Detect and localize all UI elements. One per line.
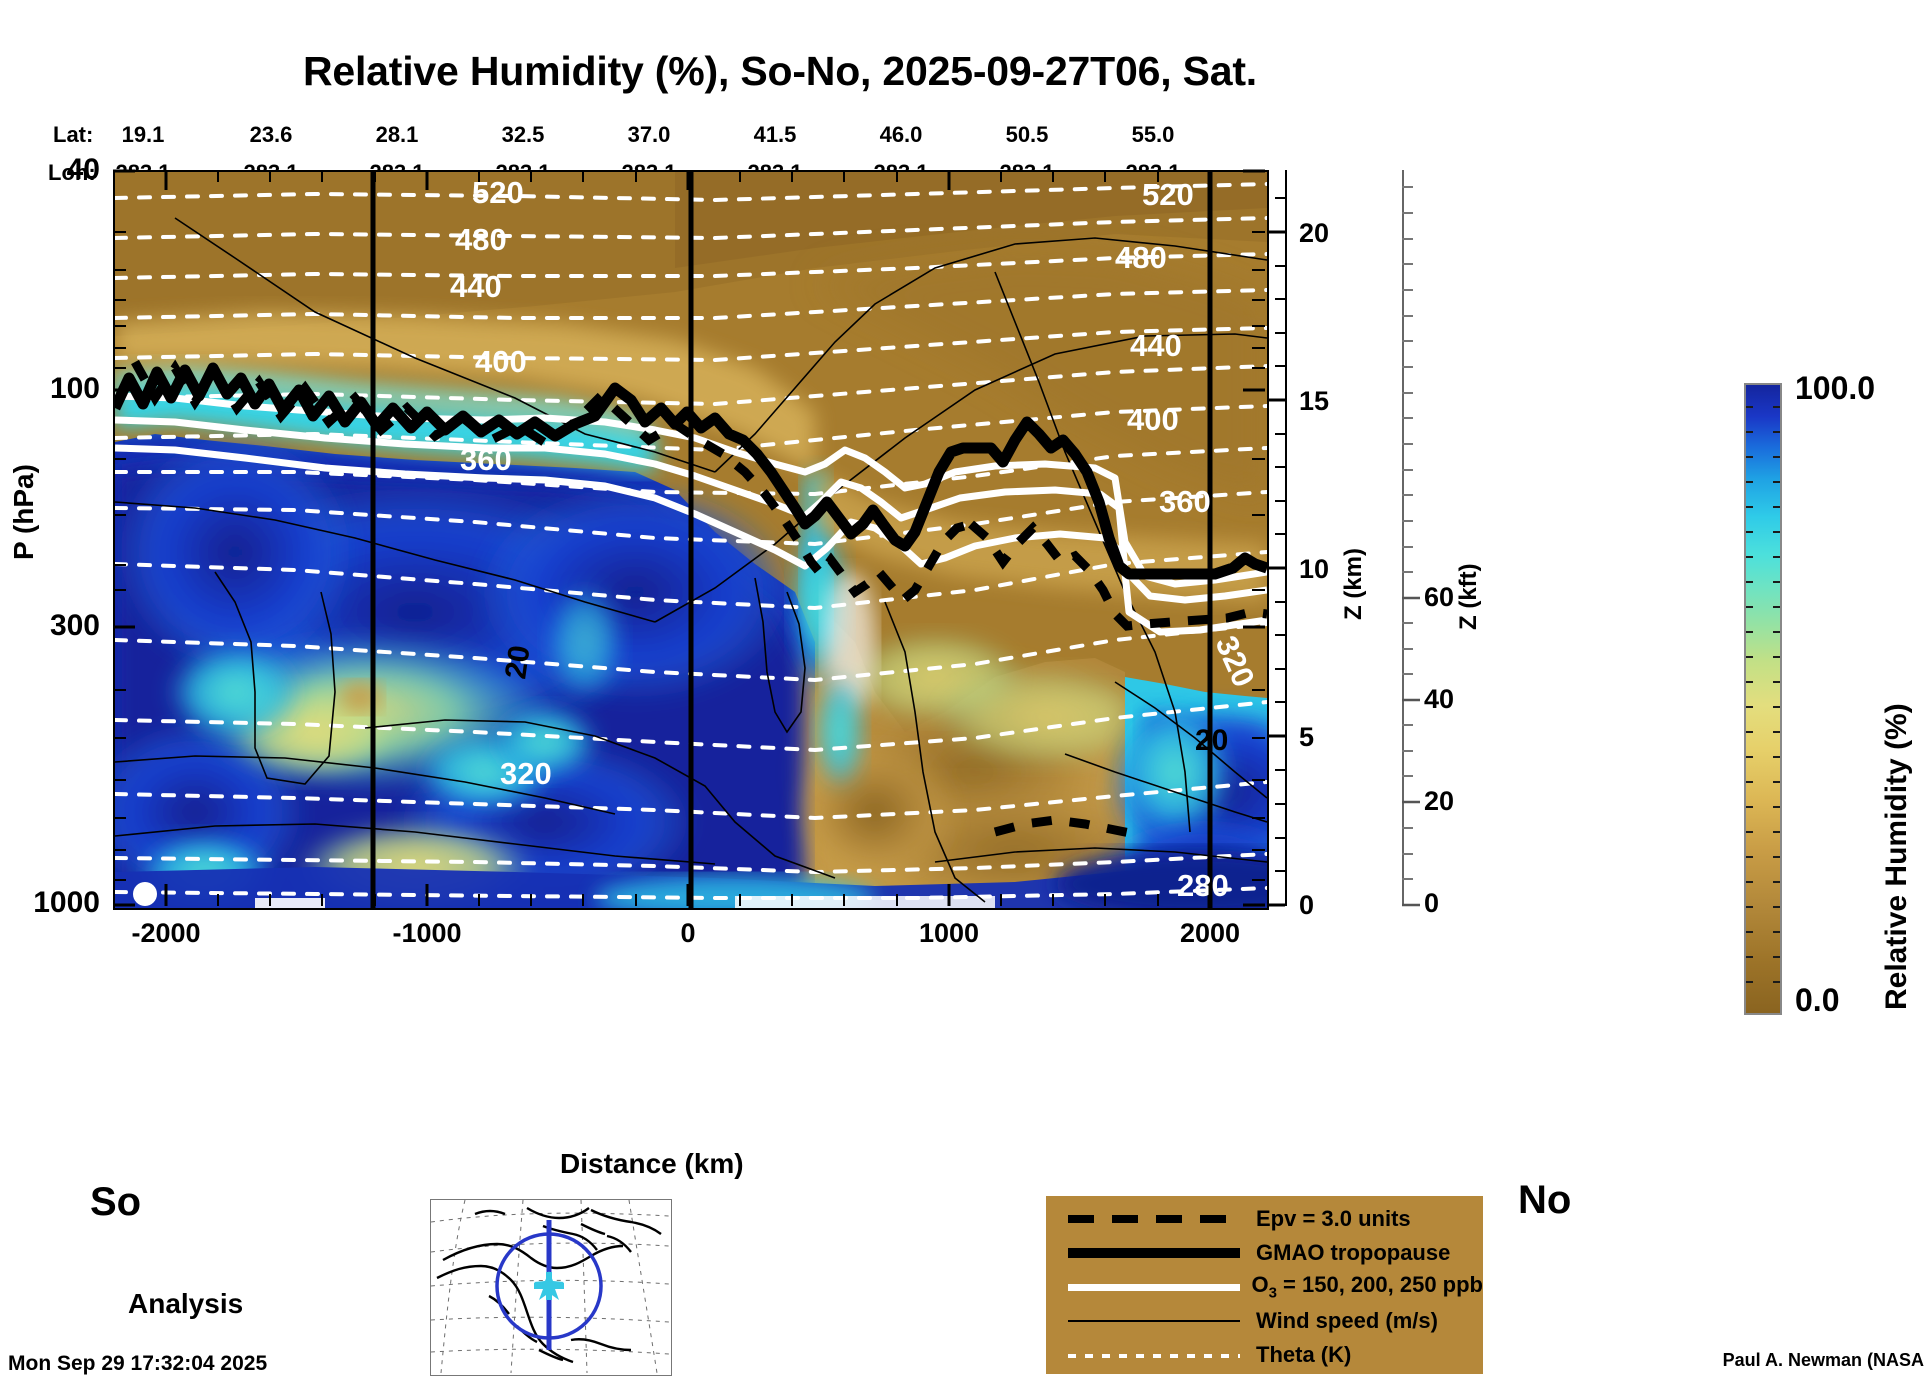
lat-value: 41.5 — [753, 122, 797, 147]
y-tick-label: 40 — [66, 153, 100, 186]
lat-value: 50.5 — [1005, 122, 1049, 147]
svg-text:520: 520 — [472, 175, 524, 210]
wind-speed-contours — [115, 217, 1267, 903]
z-km-ticks — [1267, 170, 1309, 907]
z-kft-tick-label: 40 — [1424, 684, 1455, 714]
thick-black-line-icon — [1046, 1236, 1256, 1270]
svg-text:20: 20 — [1195, 724, 1228, 757]
colorbar-title: Relative Humidity (%) — [1880, 703, 1913, 1010]
svg-text:480: 480 — [455, 222, 507, 257]
colorbar-min-label: 0.0 — [1795, 982, 1840, 1018]
map-center-marker — [534, 1271, 564, 1300]
legend-label-post: = 150, 200, 250 ppb — [1276, 1272, 1483, 1298]
svg-text:440: 440 — [1130, 328, 1182, 363]
svg-text:400: 400 — [1127, 402, 1179, 437]
inset-map-graphic — [431, 1200, 669, 1373]
lat-row-key: Lat: — [53, 122, 94, 147]
z-km-tick-label: 0 — [1299, 890, 1315, 920]
page-title: Relative Humidity (%), So-No, 2025-09-27… — [302, 48, 1257, 94]
white-line-icon — [1046, 1270, 1251, 1304]
lat-value: 55.0 — [1131, 122, 1175, 147]
legend-label: O3 = 150, 200, 250 ppb — [1251, 1272, 1483, 1301]
x-tick-label: 1000 — [918, 918, 980, 948]
svg-text:360: 360 — [1159, 484, 1211, 519]
x-tick-label: -1000 — [392, 918, 462, 948]
inset-locator-map[interactable] — [430, 1199, 672, 1376]
lat-value: 28.1 — [375, 122, 419, 147]
lat-value: 23.6 — [249, 122, 293, 147]
colorbar[interactable] — [1744, 383, 1782, 1015]
theta-label: 520 480 440 400 360 320 520 480 440 400 … — [450, 175, 1229, 903]
south-endpoint-label: So — [90, 1180, 142, 1224]
svg-text:20: 20 — [499, 643, 536, 681]
z-kft-axis-title: Z (kft) — [1455, 563, 1482, 630]
z-km-tick-label: 5 — [1299, 722, 1315, 752]
z-kft-ticks — [1402, 170, 1426, 907]
svg-text:280: 280 — [1177, 868, 1229, 903]
svg-text:400: 400 — [475, 344, 527, 379]
legend-label: Theta (K) — [1256, 1342, 1352, 1367]
legend-label: GMAO tropopause — [1256, 1240, 1451, 1265]
legend-item-tropopause: GMAO tropopause — [1046, 1236, 1483, 1270]
lat-value: 46.0 — [879, 122, 923, 147]
legend-label: Wind speed (m/s) — [1256, 1308, 1438, 1333]
z-km-axis-line — [1285, 170, 1287, 906]
timestamp-label: Mon Sep 29 17:32:04 2025 — [8, 1352, 268, 1375]
lat-value: 37.0 — [627, 122, 671, 147]
svg-text:520: 520 — [1142, 177, 1194, 212]
legend-box: Epv = 3.0 units GMAO tropopause O3 = 150… — [1046, 1196, 1483, 1374]
z-kft-tick-label: 60 — [1424, 582, 1455, 612]
z-km-tick-label: 20 — [1299, 218, 1330, 248]
colorbar-gradient — [1746, 385, 1780, 1013]
z-km-tick-label: 15 — [1299, 386, 1330, 416]
x-axis-title: Distance (km) — [560, 1148, 744, 1179]
relative-humidity-field: 520 480 440 400 360 320 520 480 440 400 … — [115, 172, 1267, 908]
lon-row-key: Lon: — [48, 160, 96, 185]
wind-speed-label: 20 — [499, 643, 536, 681]
y-tick-label: 300 — [49, 609, 100, 642]
z-km-tick-label: 10 — [1299, 554, 1330, 584]
y-tick-label: 100 — [49, 372, 100, 405]
z-kft-tick-label: 0 — [1424, 888, 1440, 918]
z-kft-tick-label: 20 — [1424, 786, 1455, 816]
legend-item-wind: Wind speed (m/s) — [1046, 1304, 1483, 1338]
white-dotted-line-icon — [1046, 1338, 1256, 1372]
legend-item-ozone: O3 = 150, 200, 250 ppb — [1046, 1270, 1483, 1304]
credit-label: Paul A. Newman (NASA — [1722, 1350, 1924, 1370]
lat-value: 32.5 — [501, 122, 545, 147]
legend-label: Epv = 3.0 units — [1256, 1206, 1411, 1231]
north-endpoint-label: No — [1518, 1178, 1572, 1222]
thin-black-line-icon — [1046, 1304, 1256, 1338]
x-tick-label: 0 — [680, 918, 696, 948]
svg-text:480: 480 — [1115, 240, 1167, 275]
lat-value: 19.1 — [121, 122, 165, 147]
cross-section-plot[interactable]: 520 480 440 400 360 320 520 480 440 400 … — [113, 170, 1269, 910]
lat-row: Lat: 19.1 23.6 28.1 32.5 37.0 41.5 46.0 … — [0, 122, 1350, 152]
x-tick-label: -2000 — [131, 918, 201, 948]
legend-item-epv: Epv = 3.0 units — [1046, 1202, 1483, 1236]
legend-label-sub: 3 — [1268, 1284, 1277, 1302]
svg-text:320: 320 — [500, 756, 552, 791]
analysis-label: Analysis — [128, 1288, 244, 1319]
z-kft-axis-line — [1402, 170, 1404, 906]
svg-text:360: 360 — [460, 442, 512, 477]
svg-text:440: 440 — [450, 269, 502, 304]
epv-contour — [131, 359, 1267, 839]
colorbar-max-label: 100.0 — [1795, 370, 1876, 406]
gmao-tropopause — [115, 362, 1267, 580]
legend-label-pre: O — [1251, 1272, 1269, 1298]
dashed-black-line-icon — [1046, 1202, 1256, 1236]
y-axis-title: P (hPa) — [8, 464, 39, 560]
legend-item-theta: Theta (K) — [1046, 1338, 1483, 1372]
wind-speed-label: 20 — [1195, 724, 1228, 757]
x-tick-label: 2000 — [1179, 918, 1241, 948]
y-tick-label: 1000 — [33, 886, 100, 919]
z-km-axis-title: Z (km) — [1340, 548, 1367, 620]
